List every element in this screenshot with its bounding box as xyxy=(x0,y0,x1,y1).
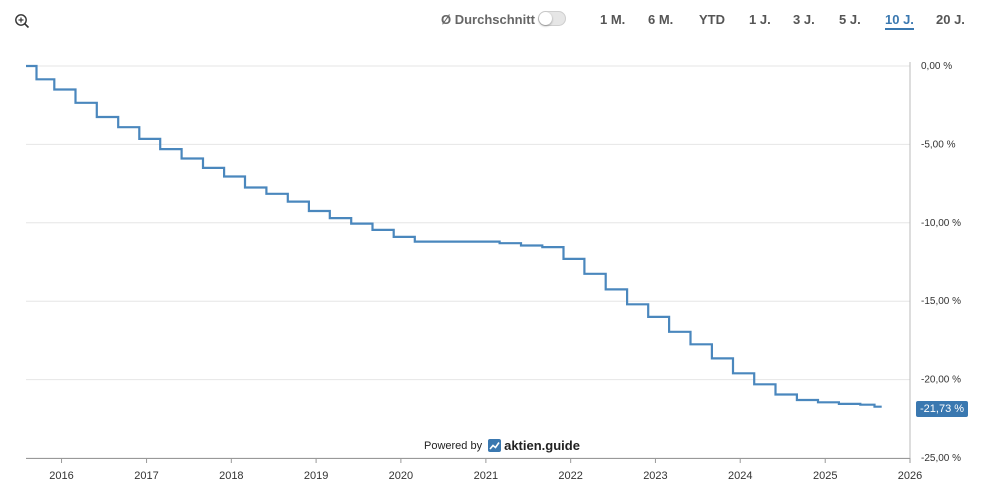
x-tick-label: 2024 xyxy=(728,470,752,482)
x-tick-label: 2021 xyxy=(474,470,498,482)
last-value-badge: -21,73 % xyxy=(916,401,969,417)
average-toggle-knob xyxy=(539,12,552,25)
x-tick-label: 2022 xyxy=(558,470,582,482)
range-1y-button[interactable]: 1 J. xyxy=(749,12,771,27)
range-10y-button[interactable]: 10 J. xyxy=(885,12,914,30)
x-axis-labels: 2016 2017 2018 2019 2020 2021 2022 2023 2024 2025… xyxy=(49,470,922,482)
y-tick-label: -25,00 % xyxy=(921,453,961,464)
y-tick-label: -5,00 % xyxy=(921,139,956,150)
x-tick-label: 2026 xyxy=(898,470,922,482)
average-label: Ø Durchschnitt xyxy=(441,12,535,27)
range-ytd-button[interactable]: YTD xyxy=(699,12,725,27)
x-tick-label: 2016 xyxy=(49,470,73,482)
y-axis-labels: 0,00 % -5,00 % -10,00 % -15,00 % -20,00 % -25… xyxy=(921,61,961,464)
range-6m-button[interactable]: 6 M. xyxy=(648,12,674,27)
chart-toolbar: Ø Durchschnitt 1 M. 6 M. YTD 1 J. 3 J. 5… xyxy=(0,0,994,40)
range-20y-button[interactable]: 20 J. xyxy=(936,12,965,27)
x-tick-label: 2020 xyxy=(389,470,413,482)
range-1m-button[interactable]: 1 M. xyxy=(600,12,626,27)
range-5y-button[interactable]: 5 J. xyxy=(839,12,861,27)
powered-by: Powered by aktien.guide xyxy=(424,438,580,453)
chart-trend-icon xyxy=(488,439,502,452)
x-tick-label: 2025 xyxy=(813,470,837,482)
brand-name: aktien.guide xyxy=(504,438,580,453)
range-3y-button[interactable]: 3 J. xyxy=(793,12,815,27)
y-tick-label: -15,00 % xyxy=(921,296,961,307)
y-tick-label: -10,00 % xyxy=(921,218,961,229)
y-tick-label: 0,00 % xyxy=(921,61,952,72)
x-tick-label: 2017 xyxy=(134,470,158,482)
x-tick-label: 2023 xyxy=(643,470,667,482)
brand-link[interactable]: aktien.guide xyxy=(488,438,580,453)
series-line xyxy=(26,64,882,408)
powered-by-label: Powered by xyxy=(424,439,483,452)
average-toggle[interactable] xyxy=(538,11,566,26)
grid-layer xyxy=(26,62,911,463)
x-tick-label: 2019 xyxy=(304,470,328,482)
y-tick-label: -20,00 % xyxy=(921,375,961,386)
x-tick-label: 2018 xyxy=(219,470,243,482)
zoom-in-icon[interactable] xyxy=(14,13,30,29)
